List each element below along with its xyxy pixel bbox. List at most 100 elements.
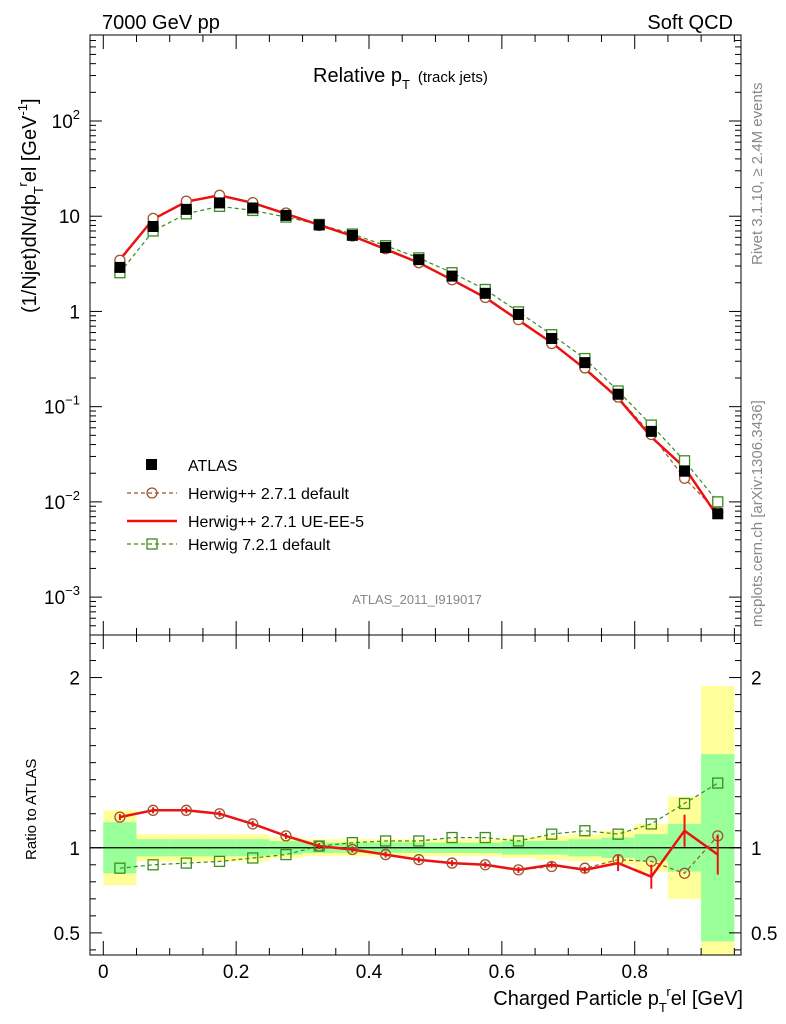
main-point-herwig7 <box>712 496 724 508</box>
main-point-atlas <box>214 197 226 209</box>
ratio-point-herwig7 <box>114 862 126 874</box>
x-axis-label-sub: T <box>659 1000 667 1015</box>
chart-title-main: Relative p <box>313 65 402 87</box>
ratio-point-herwig-default <box>147 804 159 816</box>
ratio-point-herwig-default <box>247 818 259 830</box>
ratio-point-herwig7 <box>213 855 226 868</box>
main-point-atlas <box>380 241 392 253</box>
ratio-point-herwig7 <box>147 859 159 871</box>
y-tick-label-base: 10 <box>59 207 80 228</box>
main-point-atlas <box>446 270 458 282</box>
y-tick-label: 10−2 <box>44 488 80 514</box>
ratio-frame <box>89 634 742 956</box>
main-point-atlas <box>346 229 358 241</box>
main-point-atlas <box>479 287 491 299</box>
ratio-point-herwig-default <box>379 848 392 861</box>
legend-atlas-marker <box>146 459 157 470</box>
x-axis-label-tail: el [GeV] <box>671 988 743 1010</box>
y-tick-label: 10−3 <box>44 583 80 609</box>
legend-herwig-default-marker <box>146 487 158 499</box>
y-tick-label: 10−1 <box>44 393 80 419</box>
main-point-atlas <box>313 219 325 231</box>
ratio-point-herwig-default <box>678 867 691 879</box>
chart-title-sub: T <box>402 77 410 92</box>
y-axis-label-sup: r <box>15 182 30 187</box>
x-tick-label: 0.4 <box>356 962 383 983</box>
y-tick-label-base: 10 <box>52 112 73 133</box>
x-axis-label-main: Charged Particle p <box>493 988 659 1010</box>
ratio-point-herwig7 <box>247 852 259 864</box>
y-tick-label-base: 10 <box>44 398 65 419</box>
x-axis-label-sup: r <box>666 984 671 999</box>
x-tick-label: 0 <box>98 962 109 983</box>
y-axis-label-unit-sup: -1 <box>15 104 30 116</box>
ratio-point-herwig-default <box>114 811 126 823</box>
ratio-point-herwig7 <box>612 828 624 840</box>
x-tick-label: 0.2 <box>223 962 249 983</box>
chart-title: Relative pT (track jets) <box>313 65 488 92</box>
ratio-point-herwig7 <box>180 857 192 869</box>
ratio-point-herwig7 <box>446 831 458 844</box>
ratio-point-herwig7 <box>712 777 724 789</box>
ratio-uncertainty-bands <box>103 686 735 955</box>
ratio-point-herwig7 <box>546 828 558 840</box>
main-point-atlas <box>180 203 192 215</box>
x-tick-label: 0.8 <box>622 962 648 983</box>
ratio-point-herwig-default <box>213 808 226 820</box>
main-point-atlas <box>413 254 425 266</box>
chart-title-note: (track jets) <box>418 69 488 86</box>
analysis-label: ATLAS_2011_I919017 <box>352 592 482 607</box>
main-point-atlas <box>679 465 691 477</box>
ratio-point-herwig7 <box>313 840 325 852</box>
ratio-line-herwig7 <box>119 782 719 869</box>
main-point-atlas <box>579 357 591 369</box>
rivet-label: Rivet 3.1.10, ≥ 2.4M events <box>749 83 766 266</box>
ratio-point-herwig-default <box>446 857 458 869</box>
y-axis-label-sub: T <box>31 186 46 194</box>
legend-herwig7-marker <box>146 538 158 550</box>
ratio-point-herwig7 <box>645 818 657 830</box>
ratio-plot-panel: 2 21 10.5 0.5 0 0.2 0.4 0.6 0.8 Ratio to ATLAS … <box>23 634 777 1015</box>
ratio-point-herwig-default <box>346 843 359 856</box>
y-tick-label-exponent: 2 <box>73 107 80 122</box>
ratio-y-tick-label-right: 0.5 <box>751 924 777 945</box>
legend-atlas-label: ATLAS <box>188 458 238 475</box>
ratio-point-herwig-default <box>280 830 292 842</box>
mcplots-label: mcplots.cern.ch [arXiv:1306.3436] <box>749 400 766 627</box>
y-axis-label-tail: el [GeV <box>19 115 41 182</box>
main-point-atlas <box>114 261 126 273</box>
ratio-y-ticks: 2 2 1 1 0.5 0.5 <box>54 643 777 951</box>
ratio-point-herwig7 <box>479 831 491 844</box>
y-axis-label: (1/Njet)dN/dpTrel [GeV-1] <box>15 98 46 313</box>
y-tick-label-base: 10 <box>44 493 65 514</box>
ratio-y-axis-label: Ratio to ATLAS <box>23 759 40 860</box>
main-point-atlas <box>512 308 524 320</box>
y-tick-label-exponent: −2 <box>65 488 80 503</box>
ratio-y-tick-label: 0.5 <box>54 924 80 945</box>
ratio-point-herwig-default <box>479 859 491 871</box>
main-point-atlas <box>612 388 624 400</box>
legend-herwig7-label: Herwig 7.2.1 default <box>188 537 331 554</box>
header-left: 7000 GeV pp <box>102 12 220 34</box>
ratio-point-herwig-default <box>512 864 525 876</box>
ratio-y-tick-label: 2 <box>69 669 80 690</box>
main-markers <box>114 189 724 520</box>
y-tick-label: 102 <box>52 107 80 133</box>
y-tick-label-exponent: −3 <box>65 583 80 598</box>
ratio-point-herwig-default <box>413 854 425 866</box>
y-axis-label-main: (1/Njet)dN/dp <box>19 194 41 313</box>
y-axis-label-close: ] <box>19 98 41 104</box>
ratio-markers <box>114 777 724 889</box>
main-point-atlas <box>147 220 159 232</box>
ratio-point-herwig7 <box>379 835 392 847</box>
ratio-point-herwig7 <box>413 835 425 847</box>
y-tick-label-base: 10 <box>44 588 65 609</box>
ratio-point-herwig-default <box>180 804 192 816</box>
ratio-x-ticks: 0 0.2 0.4 0.6 0.8 <box>98 635 735 983</box>
y-tick-label: 10 <box>59 207 80 228</box>
y-tick-label-base: 1 <box>69 302 80 323</box>
main-point-atlas <box>546 332 558 344</box>
x-tick-label: 0.6 <box>489 962 515 983</box>
header-right: Soft QCD <box>647 12 733 34</box>
